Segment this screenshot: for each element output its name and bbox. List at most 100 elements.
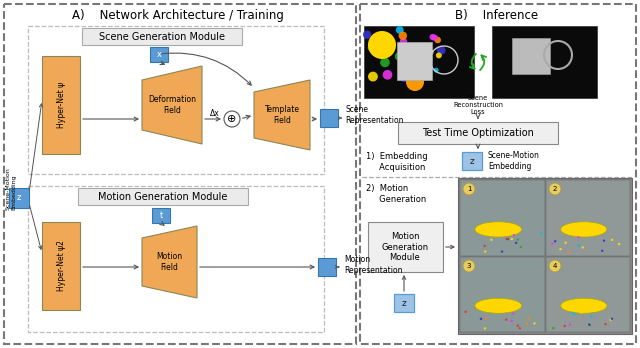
Bar	[152, 208, 170, 223]
Bar	[42, 56, 80, 154]
Circle shape	[604, 323, 607, 325]
Bar	[546, 180, 630, 256]
Text: Scene-Motion
Embedding: Scene-Motion Embedding	[488, 151, 540, 171]
Text: A)    Network Architecture / Training: A) Network Architecture / Training	[72, 9, 284, 23]
Text: Template
Field: Template Field	[264, 105, 300, 125]
Circle shape	[580, 311, 582, 314]
Circle shape	[395, 52, 404, 61]
Bar	[397, 42, 432, 80]
Circle shape	[511, 238, 513, 240]
Circle shape	[434, 68, 438, 73]
Text: Scene
Representation: Scene Representation	[345, 105, 403, 125]
Bar	[150, 47, 168, 62]
Circle shape	[515, 242, 517, 244]
Text: x: x	[157, 50, 161, 59]
Bar	[546, 257, 630, 332]
Circle shape	[609, 318, 612, 321]
Circle shape	[611, 318, 613, 320]
Circle shape	[480, 318, 482, 320]
Circle shape	[518, 327, 521, 329]
Text: Scene-Motion
Embedding: Scene-Motion Embedding	[6, 167, 17, 210]
Circle shape	[431, 34, 438, 41]
Text: ⊕: ⊕	[227, 114, 237, 124]
Circle shape	[618, 243, 620, 245]
Text: Hyper-Net ψ2: Hyper-Net ψ2	[56, 240, 65, 291]
Circle shape	[559, 248, 562, 250]
Circle shape	[484, 327, 486, 330]
Text: Scene Generation Module: Scene Generation Module	[99, 32, 225, 41]
Polygon shape	[142, 66, 202, 144]
Circle shape	[569, 324, 571, 326]
Text: z: z	[17, 193, 21, 203]
Circle shape	[398, 49, 406, 56]
Bar	[460, 180, 545, 256]
Text: t: t	[159, 211, 163, 220]
Circle shape	[552, 327, 554, 329]
Circle shape	[421, 55, 429, 63]
Text: 3: 3	[467, 263, 471, 269]
Bar	[9, 188, 29, 208]
Circle shape	[573, 313, 575, 316]
Circle shape	[426, 48, 433, 56]
Circle shape	[429, 34, 436, 40]
Bar	[360, 4, 636, 344]
Text: 1)  Embedding
     Acquisition: 1) Embedding Acquisition	[366, 152, 428, 172]
Circle shape	[564, 242, 567, 244]
Circle shape	[436, 53, 442, 58]
Circle shape	[399, 73, 408, 82]
Circle shape	[400, 38, 407, 45]
Text: Δx: Δx	[210, 109, 220, 118]
Ellipse shape	[475, 298, 522, 313]
Bar	[458, 178, 632, 334]
Circle shape	[603, 239, 605, 242]
Circle shape	[426, 65, 431, 71]
Circle shape	[424, 46, 429, 50]
Polygon shape	[142, 226, 197, 298]
Bar	[462, 152, 482, 170]
Circle shape	[526, 322, 528, 325]
Text: Test Time Optimization: Test Time Optimization	[422, 128, 534, 138]
Bar	[82, 28, 242, 45]
Circle shape	[368, 31, 396, 59]
Circle shape	[588, 323, 591, 326]
Circle shape	[465, 311, 467, 313]
Text: 4: 4	[553, 263, 557, 269]
Bar	[512, 38, 550, 74]
Text: Deformation
Field: Deformation Field	[148, 95, 196, 115]
Circle shape	[554, 240, 556, 243]
Circle shape	[436, 46, 445, 55]
Circle shape	[510, 320, 513, 322]
Text: Motion Generation Module: Motion Generation Module	[99, 191, 228, 201]
Circle shape	[224, 111, 240, 127]
Text: 2: 2	[553, 186, 557, 192]
Circle shape	[611, 239, 613, 241]
Circle shape	[513, 234, 515, 236]
Circle shape	[506, 238, 508, 240]
Circle shape	[413, 66, 419, 72]
Circle shape	[463, 260, 475, 272]
Bar	[28, 186, 324, 332]
Circle shape	[363, 30, 371, 39]
Bar	[42, 222, 80, 310]
Circle shape	[568, 251, 570, 254]
Circle shape	[506, 238, 509, 240]
Circle shape	[380, 58, 390, 67]
Circle shape	[578, 244, 580, 247]
Circle shape	[435, 37, 441, 43]
Circle shape	[512, 312, 515, 315]
Circle shape	[383, 70, 392, 80]
Circle shape	[540, 232, 543, 235]
Circle shape	[463, 183, 475, 195]
Text: 2)  Motion
     Generation: 2) Motion Generation	[366, 184, 426, 204]
Circle shape	[490, 239, 493, 241]
Circle shape	[368, 45, 374, 51]
Circle shape	[485, 317, 487, 320]
Circle shape	[527, 317, 529, 320]
Circle shape	[501, 251, 503, 253]
Ellipse shape	[561, 298, 607, 313]
Circle shape	[520, 246, 522, 248]
Circle shape	[400, 48, 405, 53]
Circle shape	[601, 250, 604, 252]
Circle shape	[516, 324, 519, 327]
Circle shape	[406, 73, 424, 91]
